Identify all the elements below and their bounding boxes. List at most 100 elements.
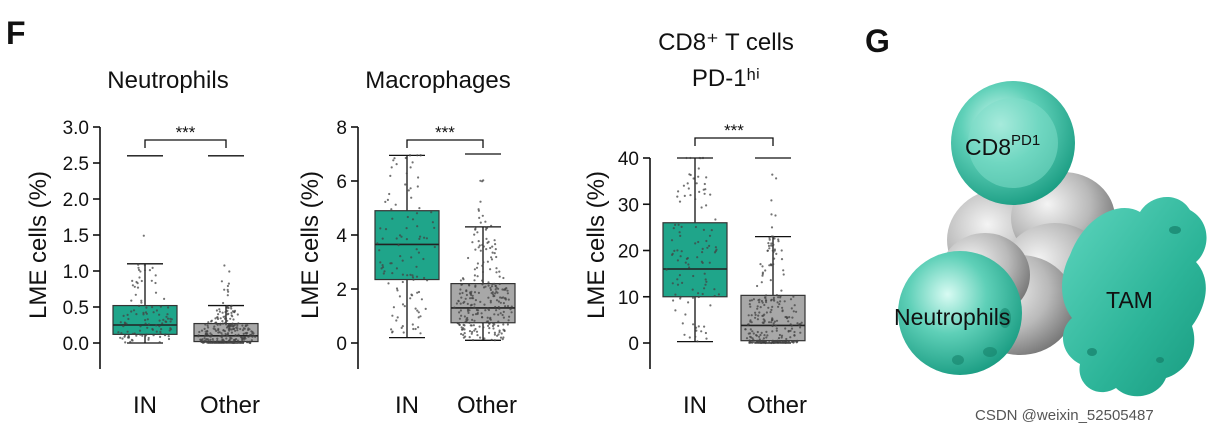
data-point	[230, 311, 233, 314]
data-point	[227, 341, 230, 344]
data-point	[765, 330, 768, 333]
data-point	[242, 332, 245, 335]
data-point	[154, 274, 157, 277]
data-point	[146, 318, 149, 321]
data-point	[474, 227, 477, 230]
data-point	[480, 312, 483, 315]
data-point	[142, 313, 145, 316]
data-point	[790, 340, 793, 343]
data-point	[506, 323, 509, 326]
data-point	[482, 326, 485, 329]
data-point	[396, 289, 399, 292]
data-point	[486, 260, 489, 263]
data-point	[499, 312, 502, 315]
data-point	[490, 224, 493, 227]
data-point	[679, 234, 682, 237]
data-point	[761, 272, 764, 276]
data-point	[471, 339, 475, 342]
data-point	[491, 282, 494, 286]
data-point	[763, 340, 767, 343]
data-point	[502, 302, 505, 305]
data-point	[165, 320, 168, 323]
data-point	[131, 279, 134, 282]
data-point	[799, 323, 802, 326]
data-point	[479, 221, 482, 224]
data-point	[409, 273, 412, 276]
data-point	[463, 324, 466, 327]
data-point	[384, 200, 387, 203]
data-point	[771, 173, 774, 176]
data-point	[214, 317, 217, 320]
data-point	[254, 335, 257, 338]
data-point	[229, 305, 232, 308]
data-point	[764, 297, 767, 300]
data-point	[702, 228, 706, 231]
data-point	[169, 320, 172, 323]
data-point	[776, 301, 779, 304]
data-point	[220, 336, 223, 339]
data-point	[685, 257, 689, 260]
data-point	[494, 284, 497, 287]
data-point	[703, 182, 706, 186]
data-point	[147, 336, 150, 340]
data-point	[472, 324, 475, 327]
x-category-label: Other	[747, 392, 807, 419]
data-point	[478, 244, 481, 247]
data-point	[800, 321, 803, 324]
data-point	[792, 310, 795, 313]
data-point	[138, 276, 141, 279]
data-point	[226, 325, 229, 328]
data-point	[230, 328, 233, 331]
data-point	[417, 176, 420, 179]
data-point	[502, 323, 505, 326]
data-point	[219, 340, 222, 344]
data-point	[405, 172, 408, 175]
data-point	[431, 221, 434, 224]
data-point	[416, 154, 419, 157]
data-point	[709, 304, 712, 307]
data-point	[671, 253, 674, 256]
data-point	[507, 298, 510, 301]
data-point	[758, 301, 761, 304]
data-point	[490, 285, 494, 288]
data-point	[417, 316, 420, 319]
data-point	[754, 311, 757, 314]
data-point	[206, 324, 209, 327]
data-point	[131, 284, 134, 287]
data-point	[689, 194, 692, 197]
data-point	[689, 156, 692, 160]
data-point	[696, 340, 699, 343]
data-point	[751, 330, 754, 333]
data-point	[702, 156, 705, 160]
data-point	[687, 263, 690, 266]
data-point	[465, 289, 468, 292]
significance-label: ***	[176, 123, 196, 142]
data-point	[401, 280, 404, 284]
data-point	[241, 324, 244, 327]
data-point	[224, 321, 227, 324]
data-point	[760, 331, 763, 334]
data-point	[380, 267, 383, 270]
data-point	[483, 337, 486, 340]
data-point	[777, 296, 780, 299]
data-point	[158, 325, 161, 328]
data-point	[478, 216, 481, 219]
data-point	[464, 297, 467, 300]
data-point	[687, 187, 690, 190]
data-point	[692, 323, 695, 326]
data-point	[390, 262, 393, 265]
data-point	[249, 341, 252, 344]
y-tick-label: 0.5	[63, 298, 89, 319]
data-point	[493, 323, 496, 326]
data-point	[498, 307, 501, 310]
data-point	[201, 339, 204, 342]
data-point	[497, 287, 500, 290]
significance-bracket	[144, 139, 227, 148]
data-point	[477, 208, 480, 211]
data-point	[484, 228, 488, 231]
data-point	[252, 332, 255, 335]
data-point	[215, 329, 218, 332]
data-point	[490, 256, 493, 259]
data-point	[765, 294, 768, 297]
data-point	[453, 306, 456, 309]
